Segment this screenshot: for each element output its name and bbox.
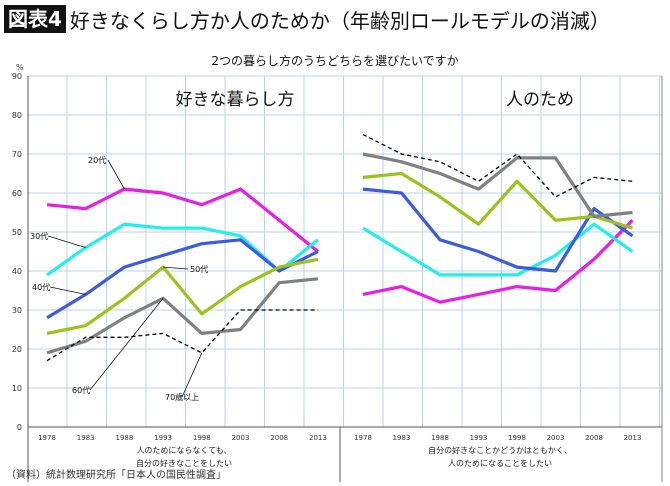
category-label: 人のためになることをしたい [448, 459, 552, 468]
y-tick-label: 80 [12, 111, 22, 120]
panel-title: 人のため [506, 90, 574, 110]
x-tick-label: 1993 [470, 434, 488, 442]
panel-title: 好きな暮らし方 [176, 90, 295, 110]
series-line-50代 [362, 171, 633, 230]
y-tick-label: 30 [12, 306, 22, 315]
x-tick-label: 1983 [393, 434, 411, 442]
x-tick-label: 1998 [193, 434, 211, 442]
figure-title: 図表4 好きなくらし方か人のためか（年齢別ロールモデルの消滅） [4, 4, 610, 34]
callout-leader [89, 298, 164, 391]
series-line-60代 [362, 152, 633, 218]
series-label: 20代 [88, 155, 106, 165]
y-axis-unit: % [16, 63, 24, 72]
y-tick-label: 0 [17, 423, 22, 432]
figure-badge: 図表4 [4, 5, 66, 33]
series-line-20代 [362, 219, 634, 304]
series-line-20代 [46, 187, 319, 253]
source-note: （資料）統計数理研究所「日本人の国民性調査」 [6, 470, 226, 481]
callout-leader [181, 352, 203, 398]
series-line-50代 [46, 257, 319, 335]
x-tick-label: 1988 [431, 434, 449, 442]
x-tick-label: 2008 [585, 434, 603, 442]
x-tick-label: 1978 [354, 434, 372, 442]
callout-leader [49, 286, 86, 295]
callout-leader [47, 235, 86, 248]
x-tick-label: 2003 [547, 434, 565, 442]
category-label: 人のためにならなくても、 [136, 446, 231, 455]
x-tick-label: 2008 [270, 434, 288, 442]
figure-title-text: 好きなくらし方か人のためか（年齢別ロールモデルの消滅） [69, 8, 610, 33]
y-tick-label: 20 [12, 345, 22, 354]
x-tick-label: 1978 [38, 434, 56, 442]
series-line-30代 [362, 222, 634, 277]
y-tick-label: 40 [12, 267, 22, 276]
category-label: 自分の好きなことかどうかはともかく、 [428, 445, 572, 455]
category-label: 自分の好きなことをしたい [136, 458, 232, 468]
series-line-70歳以上 [362, 133, 633, 198]
series-label: 30代 [30, 231, 48, 241]
series-label: 40代 [32, 282, 50, 292]
x-tick-label: 1983 [77, 434, 95, 442]
series-line-40代 [46, 238, 319, 320]
x-tick-label: 2003 [232, 434, 250, 442]
x-tick-label: 1998 [508, 434, 526, 442]
series-label: 70歳以上 [165, 392, 199, 402]
callout-leader [163, 266, 189, 270]
chart-subtitle: 2つの暮らし方のうちどちらを選びたいですか [211, 53, 458, 68]
series-label: 60代 [72, 385, 90, 395]
y-tick-label: 50 [12, 228, 22, 237]
series-label: 50代 [190, 264, 208, 274]
y-tick-label: 60 [12, 189, 22, 198]
x-tick-label: 2013 [309, 434, 327, 442]
y-tick-label: 90 [12, 72, 22, 81]
y-tick-label: 10 [12, 384, 22, 393]
callout-leader [107, 159, 125, 190]
x-tick-label: 2013 [624, 434, 642, 442]
series-line-40代 [362, 187, 634, 273]
y-tick-label: 70 [12, 150, 22, 159]
x-tick-label: 1993 [154, 434, 172, 442]
x-tick-label: 1988 [115, 434, 133, 442]
series-line-70歳以上 [46, 309, 318, 362]
